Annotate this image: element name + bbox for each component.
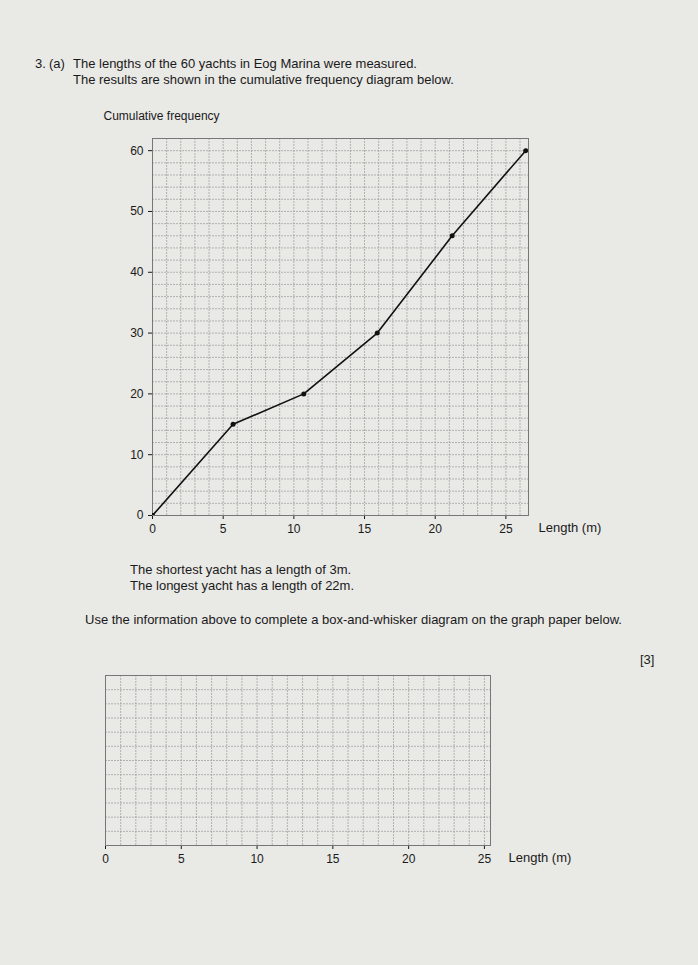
svg-text:20: 20 [429, 522, 443, 536]
svg-text:40: 40 [130, 265, 144, 279]
svg-text:Length (m): Length (m) [509, 850, 572, 865]
svg-text:10: 10 [130, 448, 144, 462]
html-text:The lengths of the 60 yachts i: The lengths of the 60 yachts in Eog Mari… [73, 56, 417, 71]
svg-text:Cumulative frequency: Cumulative frequency [104, 109, 220, 123]
html-text:The results are shown in the c: The results are shown in the cumulative … [73, 72, 454, 87]
html-text:The longest yacht has a length: The longest yacht has a length of 22m. [130, 578, 354, 593]
html-text:The shortest yacht has a lengt: The shortest yacht has a length of 3m. [130, 562, 352, 577]
svg-text:15: 15 [358, 522, 372, 536]
html-text:3. (a): 3. (a) [35, 56, 65, 71]
svg-text:30: 30 [130, 326, 144, 340]
svg-text:20: 20 [402, 852, 416, 866]
svg-text:5: 5 [178, 852, 185, 866]
svg-text:15: 15 [326, 852, 340, 866]
svg-text:0: 0 [137, 508, 144, 522]
svg-text:20: 20 [130, 387, 144, 401]
svg-text:60: 60 [130, 144, 144, 158]
svg-text:50: 50 [130, 204, 144, 218]
svg-text:25: 25 [499, 522, 513, 536]
svg-text:Length (m): Length (m) [539, 520, 602, 535]
svg-text:0: 0 [149, 522, 156, 536]
svg-text:0: 0 [102, 852, 109, 866]
svg-text:25: 25 [478, 852, 492, 866]
svg-text:10: 10 [287, 522, 301, 536]
html-text:Use the information above to c: Use the information above to complete a … [85, 612, 622, 627]
svg-text:5: 5 [220, 522, 227, 536]
svg-text:10: 10 [250, 852, 264, 866]
html-text:[3]: [3] [640, 652, 655, 667]
